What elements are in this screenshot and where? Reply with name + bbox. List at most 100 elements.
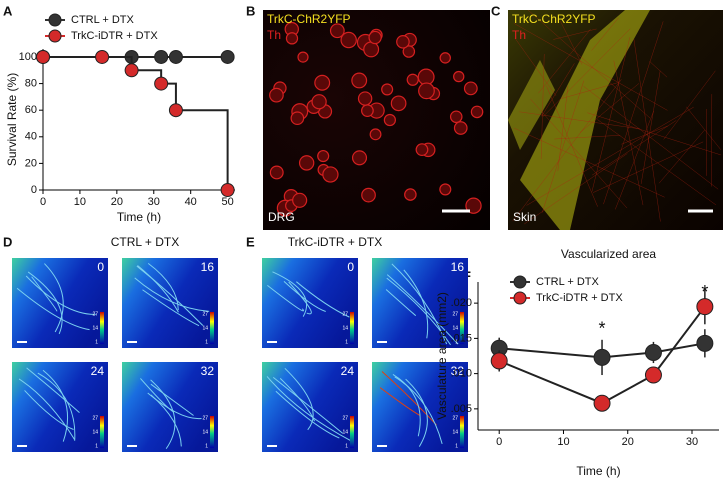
fiber <box>592 120 677 176</box>
time-label: 0 <box>347 260 354 274</box>
y-tick-label: .015 <box>451 332 472 344</box>
colorbar-label: 27 <box>202 311 208 317</box>
cell <box>340 31 357 49</box>
vessel <box>147 392 202 420</box>
vessel <box>272 271 308 317</box>
fiber <box>514 127 665 198</box>
cell <box>290 111 305 126</box>
heatmap <box>12 362 108 452</box>
x-axis-label: Time (h) <box>117 210 161 224</box>
tissue-label: Skin <box>513 210 536 224</box>
panel-label: D <box>3 234 12 249</box>
vessel <box>385 289 416 316</box>
colorbar-label: 1 <box>345 339 348 345</box>
marker <box>644 343 662 361</box>
series-line <box>43 55 229 190</box>
colorbar-label: 14 <box>452 325 458 331</box>
cell <box>439 52 451 64</box>
vessel <box>405 378 428 447</box>
colorbar <box>210 312 214 344</box>
cell <box>463 81 478 96</box>
cell <box>322 166 339 183</box>
colorbar <box>460 416 464 448</box>
fiber <box>561 82 618 99</box>
marker <box>696 334 714 352</box>
time-label: 16 <box>451 260 465 274</box>
colorbar-label: 27 <box>452 311 458 317</box>
colorbar-label: 1 <box>95 339 98 345</box>
colorbar <box>350 312 354 344</box>
x-tick-label: 30 <box>686 436 698 448</box>
marker <box>696 298 714 316</box>
fiber <box>591 17 619 51</box>
vessel <box>150 379 176 449</box>
y-tick-label: 0 <box>31 184 37 196</box>
fiber <box>519 111 641 130</box>
colorbar-label: 14 <box>202 429 208 435</box>
panel-label: B <box>246 3 255 18</box>
cell <box>453 70 465 83</box>
cell <box>292 192 308 208</box>
cell <box>361 104 374 118</box>
y-tick-label: 60 <box>25 104 37 116</box>
vessel <box>142 289 200 327</box>
x-tick-label: 20 <box>622 436 634 448</box>
cell <box>351 150 368 166</box>
fiber <box>512 79 622 222</box>
cell <box>351 72 368 89</box>
cell <box>297 51 309 63</box>
fiber <box>640 70 661 184</box>
vessel <box>403 269 429 339</box>
fiber <box>526 106 694 206</box>
vessel <box>284 367 314 431</box>
cell <box>285 32 299 45</box>
marker <box>168 103 183 118</box>
cell <box>402 45 416 58</box>
marker <box>220 183 235 197</box>
colorbar <box>350 416 354 448</box>
colorbar-label: 1 <box>455 443 458 449</box>
channel-label: Th <box>512 28 526 42</box>
vessel <box>266 376 352 442</box>
y-tick-label: .020 <box>451 297 472 309</box>
panel-label: C <box>491 3 501 18</box>
marker <box>95 49 110 64</box>
time-label: 24 <box>91 364 105 378</box>
vessel <box>267 284 304 312</box>
y-tick-label: 20 <box>25 157 37 169</box>
fiber <box>579 83 640 133</box>
legend-label: CTRL + DTX <box>71 14 135 26</box>
cell <box>383 113 397 127</box>
marker <box>220 49 235 64</box>
vessel <box>136 265 204 326</box>
channel-label: Th <box>267 28 281 42</box>
heatmap <box>372 258 468 348</box>
marker <box>593 394 611 412</box>
y-tick-label: .005 <box>451 403 472 415</box>
vessel <box>42 369 69 442</box>
series-line <box>498 306 706 405</box>
fiber <box>540 54 545 159</box>
fiber <box>554 135 621 140</box>
fiber <box>621 125 668 145</box>
vessel <box>140 378 175 413</box>
marker <box>168 49 183 64</box>
colorbar <box>210 416 214 448</box>
fiber <box>542 80 585 213</box>
marker <box>154 76 169 91</box>
x-tick-label: 10 <box>74 196 86 208</box>
fiber <box>560 21 583 65</box>
yfp-band <box>520 10 650 230</box>
colorbar <box>100 312 104 344</box>
cell <box>404 188 417 201</box>
cell <box>311 94 327 110</box>
legend-marker <box>48 29 62 43</box>
vessel <box>392 374 421 437</box>
marker <box>36 49 50 64</box>
colorbar-label: 14 <box>342 429 348 435</box>
x-tick-label: 0 <box>496 436 502 448</box>
vessel <box>26 367 80 414</box>
panel-label: E <box>246 234 255 249</box>
vessel <box>44 263 64 333</box>
fiber <box>615 110 654 210</box>
